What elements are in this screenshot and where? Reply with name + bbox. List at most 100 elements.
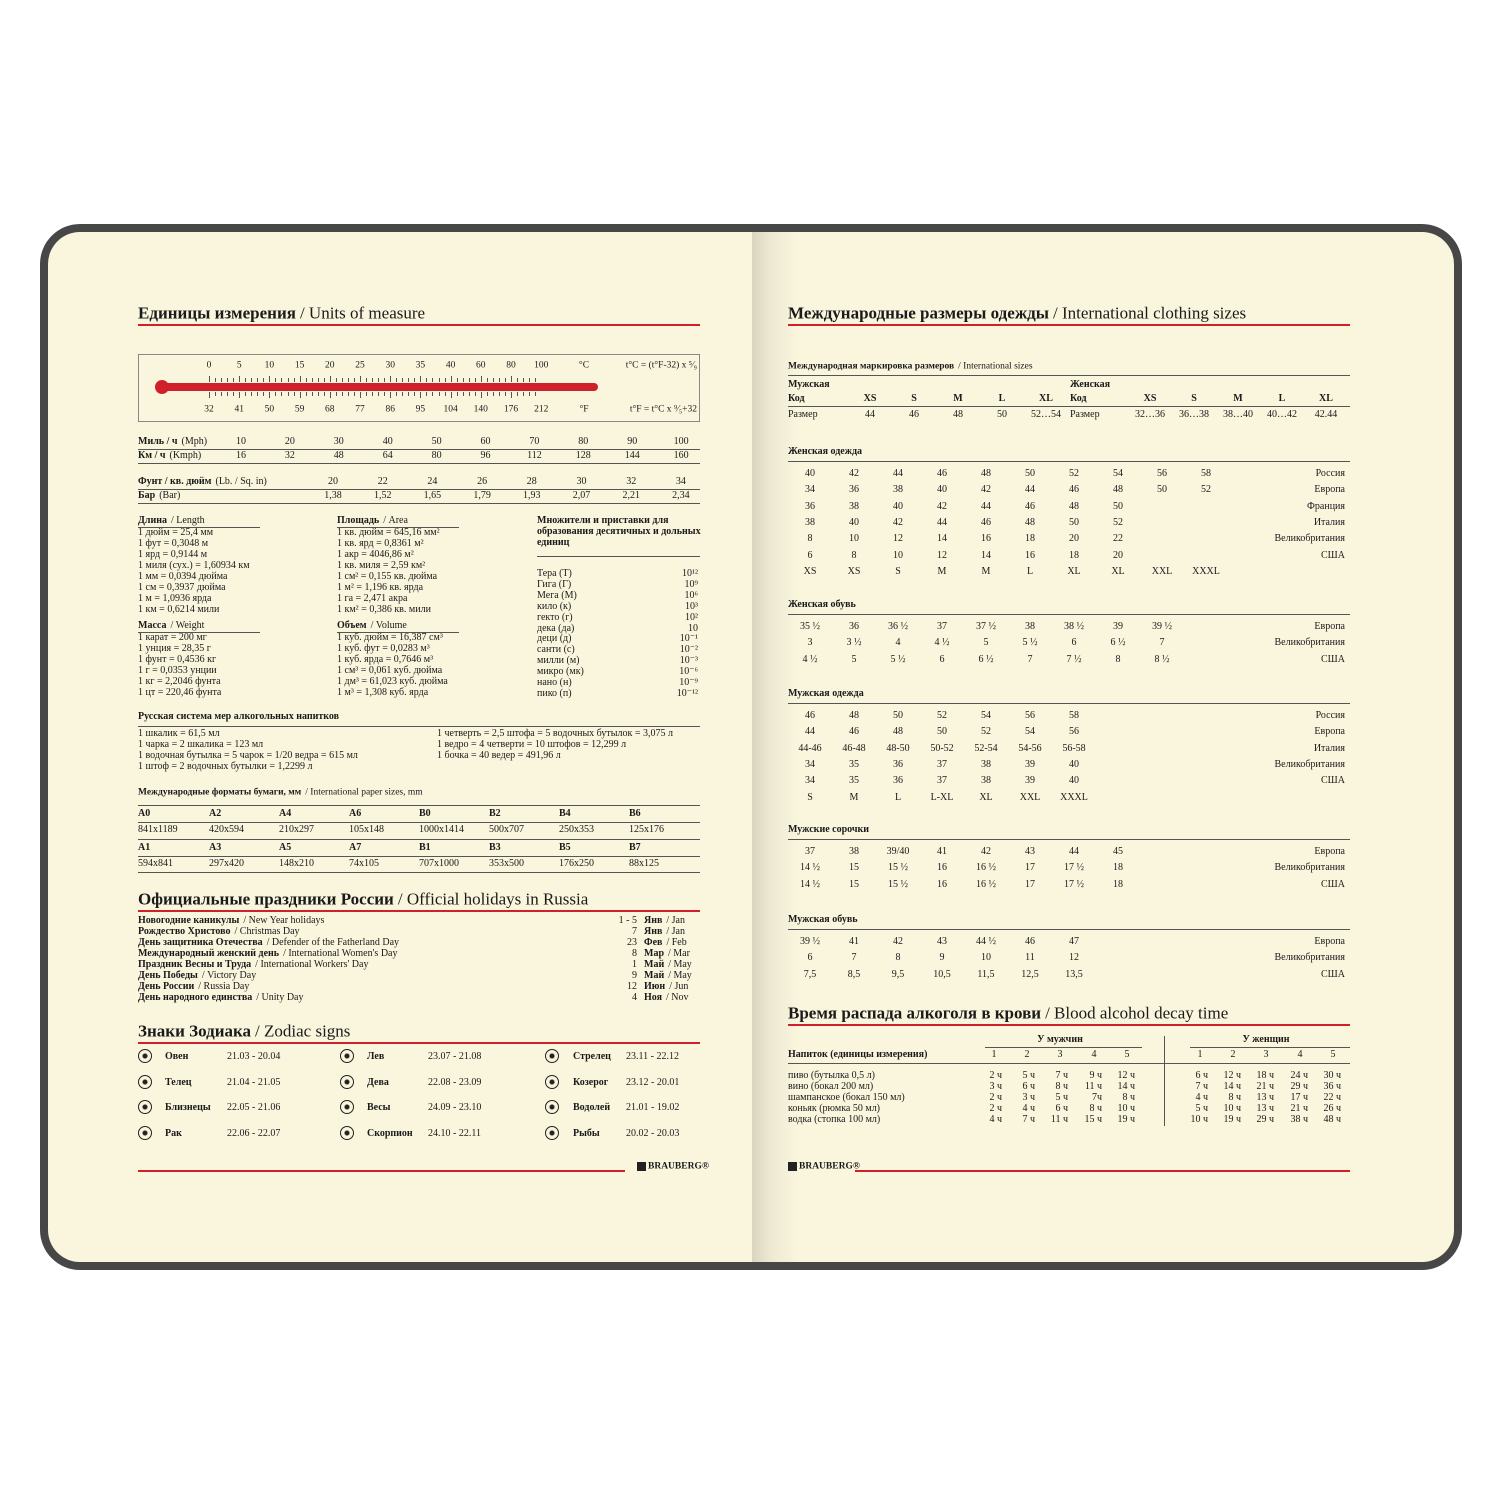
speed-value: 80 [431, 450, 442, 461]
zodiac-dates: 21.03 - 20.04 [227, 1051, 281, 1062]
zodiac-icon [138, 1126, 152, 1141]
size-cell: 4 ½ [934, 637, 950, 649]
rule [138, 632, 260, 633]
section-title: Время распада алкоголя в крови / Blood al… [788, 1005, 1228, 1022]
text-ru: Международная маркировка размеров [788, 361, 955, 372]
celsius-label: 100 [534, 360, 549, 371]
unit-number: 4 [1091, 1049, 1097, 1060]
logo-mark [637, 1162, 646, 1171]
size-cell: 54 [981, 710, 991, 721]
holiday: Международный женский день / Internationa… [138, 949, 397, 959]
unit-number: 1 [991, 1049, 997, 1060]
zodiac-icon [138, 1100, 152, 1115]
size-cell: 14 ½ [800, 878, 820, 890]
size-cell: 44 [981, 500, 991, 512]
size-cell: 41 [849, 936, 859, 947]
power: 10³ [685, 600, 698, 612]
scale-tick [239, 392, 241, 398]
unit-label: °F [579, 404, 589, 415]
size-cell: 46 [1025, 500, 1035, 512]
unit-number: 5 [1330, 1049, 1336, 1060]
size-cell: 8 ½ [1154, 653, 1170, 665]
hours: 5 ч [1055, 1092, 1068, 1103]
hours: 10 ч [1223, 1103, 1241, 1114]
prefix: Мега (М) [537, 589, 577, 601]
fahrenheit-label: 176 [503, 404, 519, 415]
text-en: / Official holidays in Russia [397, 889, 589, 909]
size-cell: 44 ½ [976, 936, 996, 947]
conversion: 1 миля (сух.) = 1,60934 км [138, 560, 250, 571]
pressure-value: 26 [477, 476, 488, 487]
fahrenheit-label: 32 [204, 404, 214, 415]
block-title: Множители и приставки для образования де… [537, 515, 701, 548]
zodiac-icon [340, 1126, 354, 1141]
paper-size: 176x250 [559, 858, 594, 869]
text-en: (Kmph) [169, 450, 202, 461]
size-cell: 36 [805, 500, 815, 512]
scale-tick [535, 392, 537, 396]
zodiac-dates: 23.11 - 22.12 [626, 1051, 679, 1062]
size-cell: 5 [851, 653, 857, 665]
zodiac-icon [545, 1100, 559, 1115]
size-cell: 7 [851, 952, 857, 964]
paper-size: 148x210 [279, 858, 314, 869]
scale-tick [341, 392, 343, 396]
hours: 7 ч [1195, 1081, 1208, 1092]
size-cell: M [981, 565, 991, 577]
size-cell: 15 [849, 878, 859, 890]
size-cell: 17 ½ [1064, 878, 1084, 890]
size-cell: 48 [1069, 500, 1079, 512]
hours: 26 ч [1323, 1103, 1341, 1114]
scale-tick [227, 378, 229, 382]
measure: 1 штоф = 2 водочных бутылки = 1,2299 л [138, 761, 313, 772]
holiday-month: Янв / Jan [644, 916, 685, 926]
power: 10⁶ [684, 589, 699, 601]
text-ru: Фунт / кв. дюйм [138, 476, 212, 487]
scale-tick [257, 392, 259, 396]
size-cell: 18 [1069, 549, 1079, 561]
speed-value: 100 [673, 436, 689, 447]
thermometer-box [138, 354, 700, 422]
paper-format: B6 [629, 808, 641, 819]
pressure-value: 1,93 [523, 490, 541, 501]
rule [788, 703, 1350, 704]
size-cell: 39 [1025, 775, 1035, 787]
text-en: / Weight [170, 620, 205, 631]
holiday: День Победы / Victory Day [138, 971, 256, 981]
conversion: 1 м³ = 1,308 куб. ярда [337, 687, 429, 698]
hours: 4 ч [1195, 1092, 1208, 1103]
size-code: S [1191, 393, 1197, 404]
pressure-value: 24 [427, 476, 438, 487]
text-ru: Май [644, 970, 665, 981]
text-en: / May [668, 959, 692, 970]
zodiac-dates: 23.12 - 20.01 [626, 1076, 680, 1088]
size-cell: 12 [893, 533, 903, 545]
unit-number: 3 [1263, 1049, 1269, 1060]
scale-tick [323, 392, 325, 396]
size-cell: 15 ½ [888, 878, 908, 890]
size-cell: 44 [893, 468, 903, 479]
size-cell: 7 [1027, 653, 1033, 665]
size-code: XL [1039, 393, 1053, 404]
celsius-label: 40 [445, 360, 456, 371]
size-cell: 52-54 [974, 742, 998, 754]
zodiac-name: Лев [367, 1051, 385, 1062]
conversion: 1 см = 0,3937 дюйма [138, 582, 226, 593]
conversion: 1 кв. дюйм = 645,16 мм² [337, 527, 440, 538]
hours: 6 ч [1195, 1070, 1208, 1081]
scale-tick [251, 378, 253, 382]
size-cell: 38 ½ [1064, 621, 1084, 632]
size-value: 36…38 [1179, 409, 1209, 420]
hours: 7ч [1091, 1092, 1102, 1103]
prefix: милли (м) [537, 655, 580, 667]
drink: водка (стопка 100 мл) [788, 1114, 881, 1125]
hours: 13 ч [1256, 1103, 1274, 1114]
scale-tick [402, 378, 404, 382]
fahrenheit-label: 140 [473, 404, 488, 415]
rule [138, 527, 260, 528]
paper-format: A5 [279, 842, 292, 853]
hours: 30 ч [1323, 1070, 1341, 1081]
text-ru: День Победы [138, 970, 198, 981]
conversion: 1 куб. дюйм = 16,387 см³ [337, 632, 443, 643]
